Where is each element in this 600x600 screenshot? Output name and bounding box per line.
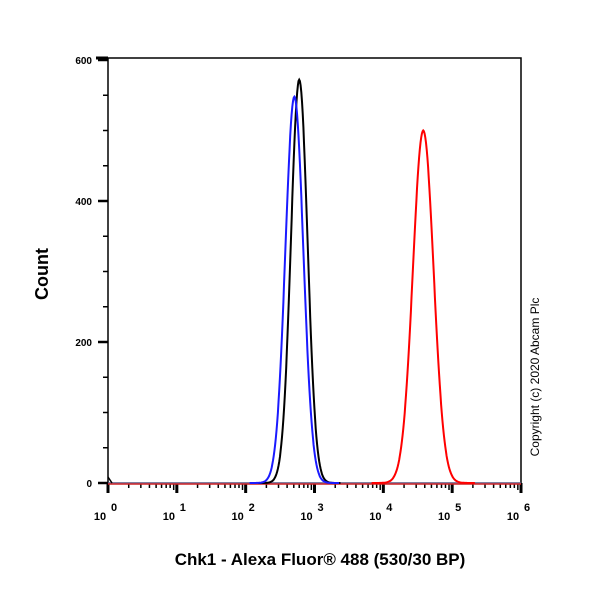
svg-text:6: 6	[524, 502, 530, 514]
copyright-notice: Copyright (c) 2020 Abcam Plc	[528, 297, 542, 457]
svg-text:600: 600	[75, 56, 92, 67]
svg-text:0: 0	[86, 479, 92, 490]
svg-text:10: 10	[94, 511, 106, 523]
histogram-series	[107, 77, 521, 485]
svg-text:400: 400	[75, 197, 92, 208]
svg-text:10: 10	[369, 511, 381, 523]
svg-text:5: 5	[455, 502, 461, 514]
svg-text:200: 200	[75, 338, 92, 349]
svg-text:0: 0	[111, 502, 117, 514]
svg-text:10: 10	[300, 511, 312, 523]
svg-text:4: 4	[386, 502, 393, 514]
svg-text:10: 10	[507, 511, 519, 523]
y-axis: 0 200 400 600	[75, 56, 109, 493]
svg-text:2: 2	[249, 502, 255, 514]
y-axis-label: Count	[32, 248, 52, 300]
svg-text:10: 10	[163, 511, 175, 523]
svg-text:10: 10	[232, 511, 244, 523]
svg-text:3: 3	[317, 502, 323, 514]
svg-text:1: 1	[180, 502, 186, 514]
x-axis: 10 0 10 1 10 2 10 3 10 4 10 5 10 6	[94, 483, 530, 523]
svg-text:10: 10	[438, 511, 450, 523]
x-axis-label: Chk1 - Alexa Fluor® 488 (530/30 BP)	[174, 550, 466, 569]
